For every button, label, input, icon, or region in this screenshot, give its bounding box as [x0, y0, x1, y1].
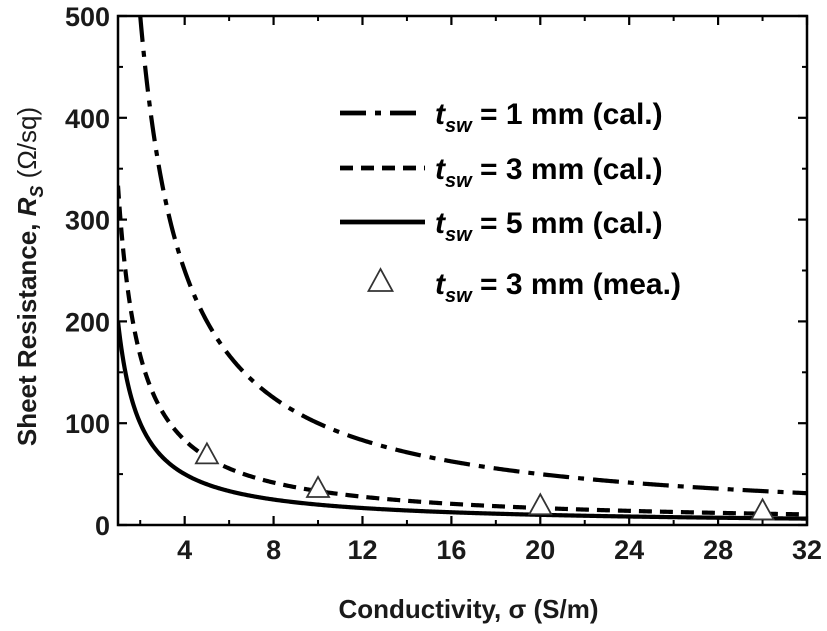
y-tick-label: 200	[65, 307, 110, 337]
legend-sub: sw	[445, 285, 473, 307]
x-tick-label: 32	[792, 535, 822, 565]
x-tick-label: 4	[177, 535, 192, 565]
legend-rest: = 3 mm (cal.)	[472, 153, 663, 186]
x-tick-label: 24	[614, 535, 644, 565]
legend-label: tsw = 1 mm (cal.)	[435, 98, 663, 137]
x-tick-label: 20	[525, 535, 555, 565]
legend: tsw = 1 mm (cal.)tsw = 3 mm (cal.)tsw = …	[340, 98, 681, 307]
ticks-layer: 4 8 12 16 20 24 28 32 0 100 200 300 400 500	[65, 2, 822, 565]
legend-sub: sw	[445, 115, 473, 137]
legend-sub: sw	[445, 224, 473, 246]
legend-label: tsw = 5 mm (cal.)	[435, 207, 663, 246]
y-tick-label: 100	[65, 409, 110, 439]
measured-point-triangle	[305, 475, 331, 498]
y-axis-title-main: Sheet Resistance,	[12, 216, 42, 446]
y-axis-title-unit: (Ω/sq)	[12, 107, 42, 186]
legend-var: t	[435, 98, 447, 131]
legend-var: t	[435, 153, 447, 186]
y-tick-label: 400	[65, 104, 110, 134]
legend-var: t	[435, 207, 447, 240]
measured-point-triangle	[527, 492, 553, 516]
legend-rest: = 1 mm (cal.)	[472, 98, 663, 131]
y-axis-title-subscript: S	[27, 186, 47, 198]
y-axis-title-symbol: R	[12, 197, 42, 216]
x-tick-label: 28	[703, 535, 733, 565]
legend-marker-triangle	[366, 267, 395, 292]
series-line-1mm	[138, 16, 807, 496]
legend-label: tsw = 3 mm (cal.)	[435, 153, 663, 192]
y-tick-label: 500	[65, 2, 110, 32]
axes-layer	[116, 14, 809, 527]
x-tick-label: 8	[266, 535, 281, 565]
axis-titles: Conductivity, σ (S/m) Sheet Resistance, R…	[12, 107, 598, 624]
legend-rest: = 5 mm (cal.)	[472, 207, 663, 240]
y-tick-label: 300	[65, 206, 110, 236]
x-axis-title: Conductivity, σ (S/m)	[339, 594, 599, 624]
y-axis-title: Sheet Resistance, RS (Ω/sq)	[12, 107, 47, 446]
series-line-3mm	[118, 185, 807, 517]
legend-sub: sw	[445, 170, 473, 192]
plot-frame	[116, 14, 809, 527]
series-layer	[118, 16, 807, 521]
legend-rest: = 3 mm (mea.)	[472, 268, 681, 301]
measured-point-triangle	[194, 441, 220, 465]
legend-label: tsw = 3 mm (mea.)	[435, 268, 681, 307]
legend-var: t	[435, 268, 447, 301]
series-line-5mm	[118, 321, 807, 521]
y-tick-label: 0	[95, 511, 110, 541]
x-tick-label: 16	[436, 535, 466, 565]
measured-point-triangle	[750, 497, 776, 521]
x-tick-label: 12	[347, 535, 377, 565]
